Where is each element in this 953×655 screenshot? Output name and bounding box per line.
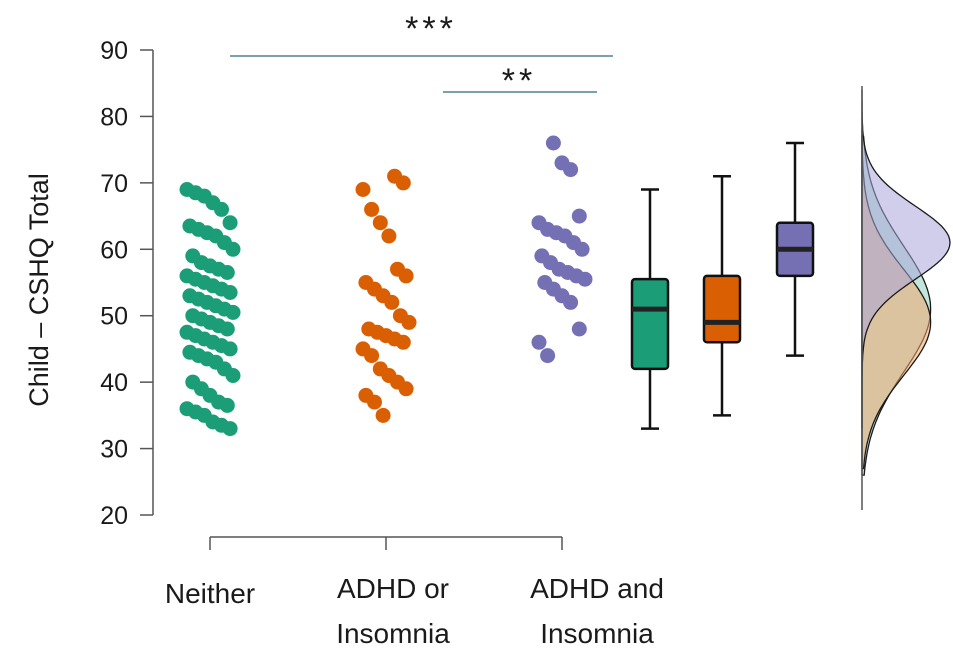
- point-adhd-and-insomnia-9: [574, 241, 590, 257]
- point-neither-28: [225, 304, 241, 320]
- boxplot-neither: [630, 188, 670, 430]
- point-adhd-and-insomnia-21: [531, 334, 547, 350]
- point-adhd-or-insomnia-18: [395, 334, 411, 350]
- category-label-adhd-and-insomnia-line2: Insomnia: [540, 618, 654, 649]
- point-adhd-or-insomnia-1: [395, 175, 411, 191]
- significance-label-two-star: **: [502, 62, 536, 100]
- significance-label-three-star: ***: [405, 10, 457, 48]
- point-neither-50: [219, 397, 235, 413]
- point-neither-45: [225, 368, 241, 383]
- point-adhd-or-insomnia-3: [364, 201, 380, 217]
- category-label-adhd-and-insomnia-line1: ADHD and: [530, 573, 664, 604]
- point-neither-22: [222, 285, 238, 300]
- point-adhd-or-insomnia-5: [381, 228, 397, 244]
- category-label-adhd-or-insomnia-line1: ADHD or: [337, 573, 449, 604]
- category-label-adhd-or-insomnia-line2: Insomnia: [336, 618, 450, 649]
- point-neither-11: [225, 241, 241, 257]
- point-adhd-or-insomnia-27: [375, 407, 391, 423]
- point-neither-4: [214, 201, 229, 217]
- point-neither-56: [222, 421, 238, 437]
- point-adhd-and-insomnia-0: [545, 135, 561, 151]
- point-adhd-and-insomnia-20: [571, 321, 587, 337]
- point-adhd-or-insomnia-4: [372, 215, 388, 231]
- point-adhd-or-insomnia-7: [398, 268, 414, 284]
- point-adhd-and-insomnia-3: [571, 208, 587, 224]
- point-adhd-or-insomnia-20: [364, 348, 380, 364]
- y-axis-ticks: 20 30 40 50 60 70 80 90: [100, 37, 153, 530]
- y-tick-label-60: 60: [100, 236, 128, 264]
- boxplot-adhd-and-insomnia: [775, 141, 815, 357]
- point-adhd-or-insomnia-26: [367, 394, 382, 410]
- strip-points: [179, 135, 593, 437]
- y-tick-label-20: 20: [100, 502, 128, 530]
- y-tick-label-50: 50: [100, 303, 128, 331]
- point-adhd-or-insomnia-13: [401, 314, 417, 330]
- boxplots: [630, 141, 815, 430]
- y-tick-label-30: 30: [100, 436, 128, 464]
- boxplot-adhd-or-insomnia: [702, 174, 742, 417]
- point-adhd-or-insomnia-2: [355, 182, 371, 197]
- point-neither-33: [219, 321, 235, 337]
- point-adhd-and-insomnia-22: [540, 348, 556, 364]
- box-iqr: [630, 277, 670, 371]
- point-adhd-and-insomnia-15: [577, 271, 593, 287]
- y-tick-label-40: 40: [100, 369, 128, 397]
- point-adhd-or-insomnia-24: [398, 381, 414, 397]
- y-tick-label-70: 70: [100, 170, 128, 198]
- point-adhd-or-insomnia-11: [384, 294, 400, 310]
- density-cloud: [861, 89, 951, 476]
- point-neither-5: [222, 215, 238, 231]
- point-adhd-and-insomnia-19: [563, 294, 579, 310]
- category-label-neither: Neither: [165, 578, 255, 609]
- point-adhd-and-insomnia-2: [563, 162, 579, 178]
- y-tick-label-80: 80: [100, 103, 128, 131]
- y-tick-label-90: 90: [100, 37, 128, 65]
- y-axis-label: Child – CSHQ Total: [24, 173, 54, 407]
- box-iqr: [702, 274, 742, 344]
- point-neither-16: [219, 265, 235, 280]
- point-neither-39: [222, 341, 238, 357]
